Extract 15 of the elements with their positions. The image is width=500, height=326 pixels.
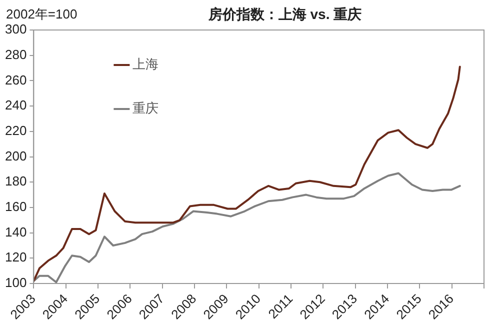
- y-tick-label: 300: [4, 22, 27, 37]
- y-tick-label: 120: [4, 250, 27, 265]
- y-tick-label: 240: [4, 98, 27, 113]
- y-tick-label: 200: [4, 148, 27, 164]
- y-tick-label: 280: [4, 46, 27, 62]
- y-tick-label: 260: [4, 72, 27, 88]
- y-axis-title: 2002年=100: [6, 6, 78, 22]
- legend-label: 重庆: [132, 100, 159, 116]
- chart-title: 房价指数：上海 vs. 重庆: [207, 6, 362, 22]
- y-tick-label: 140: [4, 224, 27, 240]
- y-tick-label: 100: [4, 275, 27, 290]
- legend-label: 上海: [132, 56, 159, 72]
- y-tick-label: 220: [4, 122, 27, 138]
- y-tick-label: 160: [4, 199, 27, 214]
- y-tick-label: 180: [4, 174, 27, 189]
